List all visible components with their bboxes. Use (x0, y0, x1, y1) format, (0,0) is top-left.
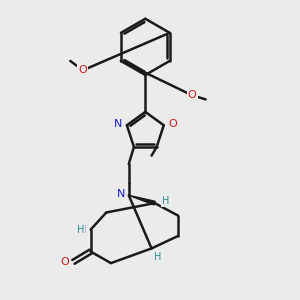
Text: N: N (117, 189, 126, 199)
Text: N: N (78, 225, 86, 235)
Text: O: O (188, 90, 197, 100)
Text: O: O (168, 119, 177, 129)
Text: O: O (78, 65, 87, 75)
Text: N: N (114, 119, 122, 129)
Text: H: H (154, 252, 161, 262)
Text: H: H (162, 196, 169, 206)
Polygon shape (129, 195, 155, 205)
Text: O: O (60, 257, 69, 267)
Text: H: H (77, 225, 84, 235)
